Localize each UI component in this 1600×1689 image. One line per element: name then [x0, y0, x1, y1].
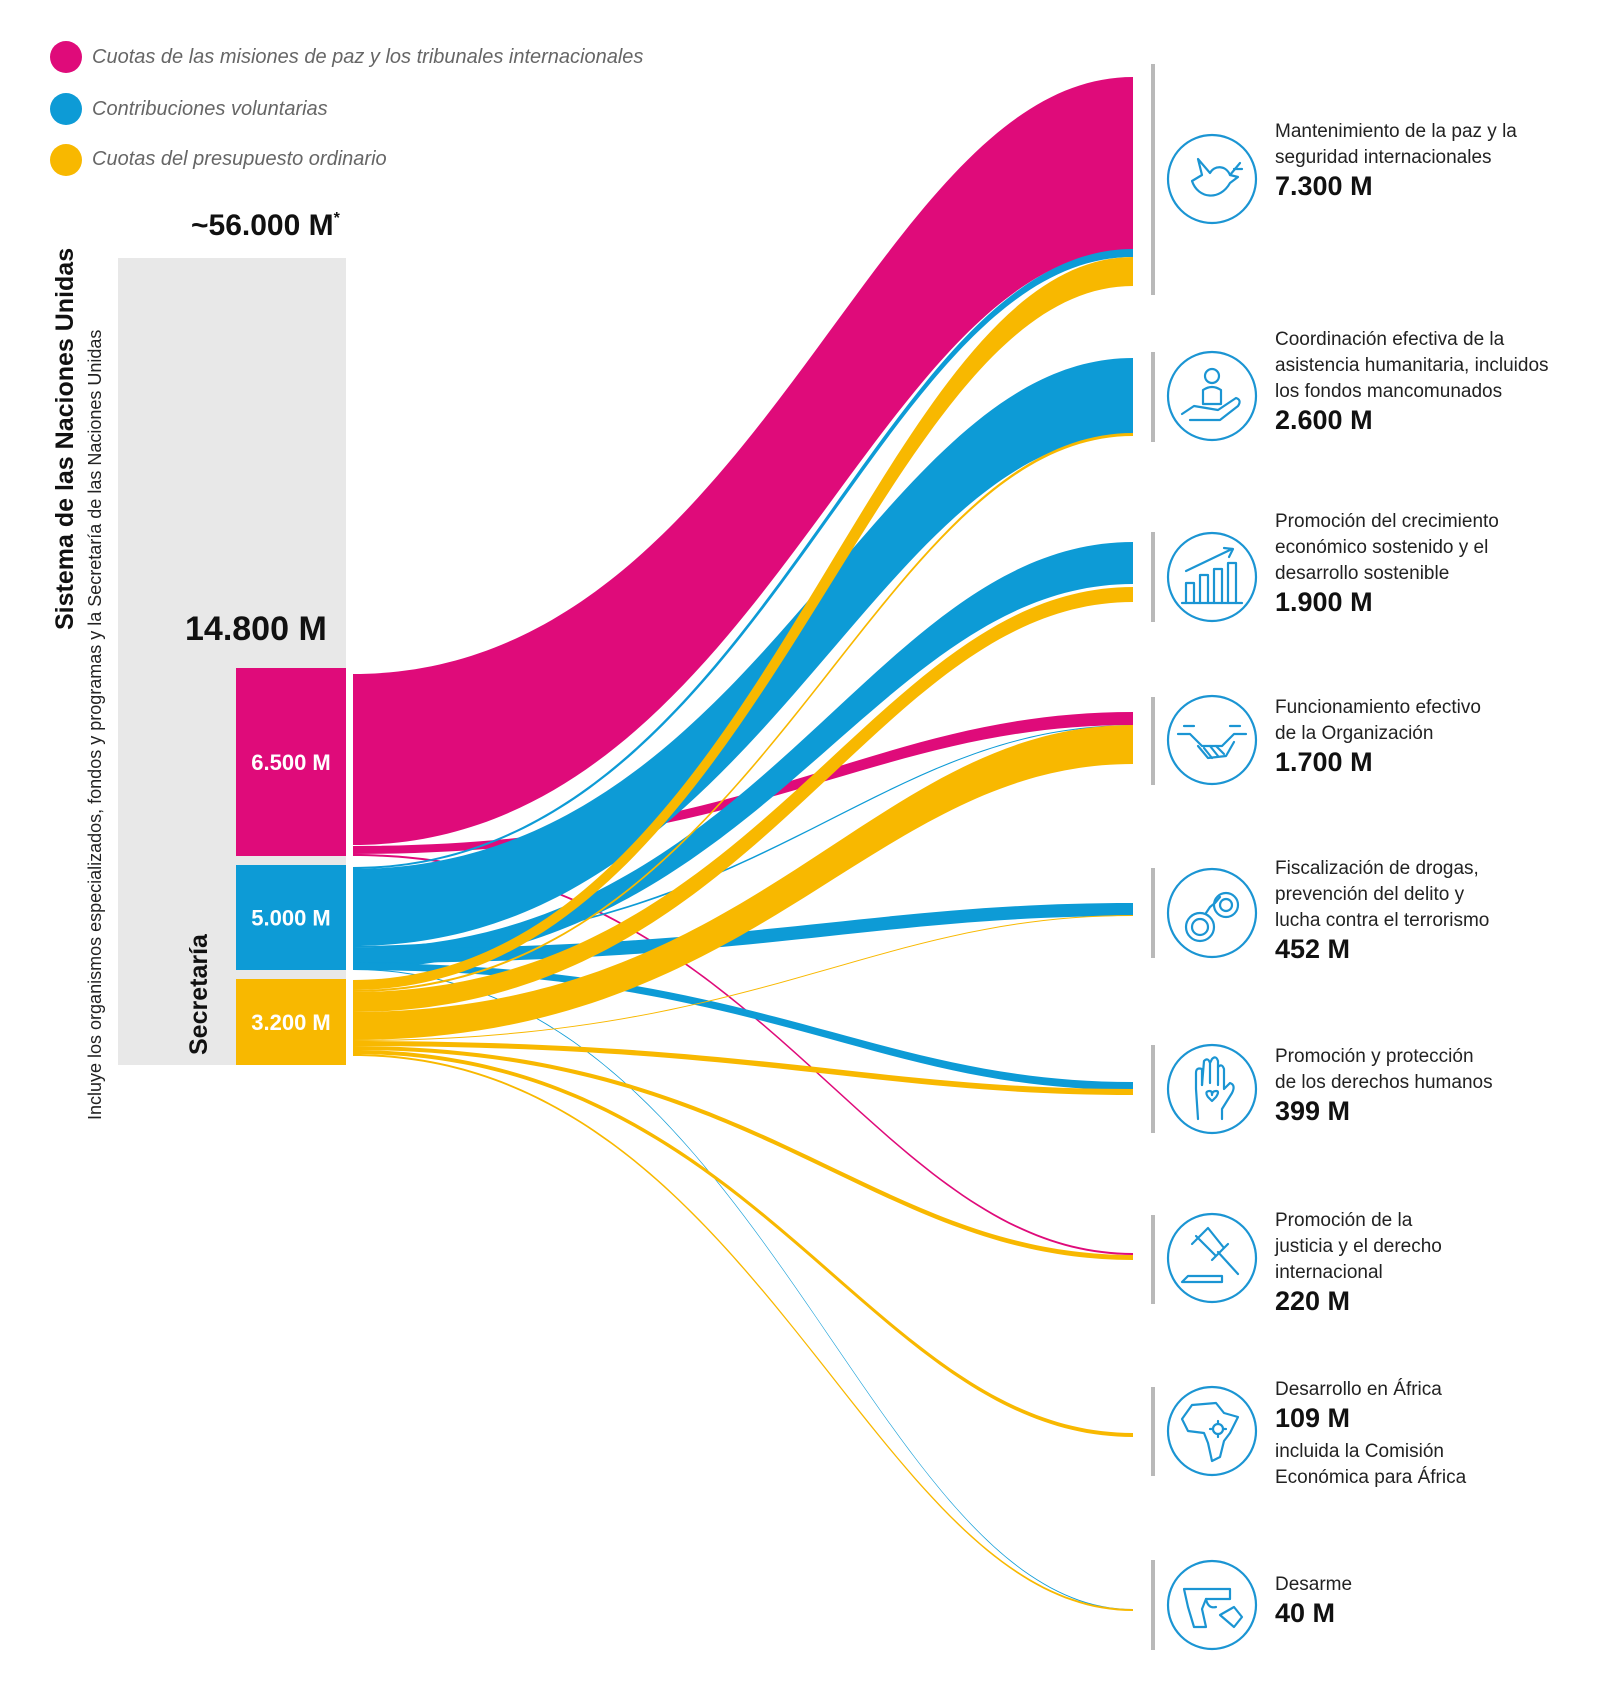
destination-3: Funcionamiento efectivo de la Organizació… [1151, 694, 1481, 786]
flow-gold-disarmament [353, 1054, 1133, 1611]
destination-text: los fondos mancomunados [1275, 381, 1502, 402]
pistol-icon [1166, 1559, 1258, 1651]
legend-swatch-voluntary [50, 93, 82, 125]
destination-text: asistencia humanitaria, incluidos [1275, 355, 1549, 376]
secretariat-segments: 6.500 M 5.000 M 3.200 M [236, 668, 346, 1065]
destination-text: Coordinación efectiva de la [1275, 329, 1505, 350]
flow-gold-management [353, 725, 1133, 1040]
destination-text: lucha contra el terrorismo [1275, 910, 1489, 931]
destination-text: desarrollo sostenible [1275, 563, 1449, 584]
system-total: ~56.000 M* [191, 209, 341, 242]
destination-text: económico sostenido y el [1275, 537, 1488, 558]
destination-text: Mantenimiento de la paz y la [1275, 121, 1517, 142]
destination-2: Promoción del crecimiento económico soste… [1151, 511, 1499, 623]
helping-hand-icon [1166, 350, 1258, 442]
secretariat-total: 14.800 M [185, 610, 327, 648]
legend-label-voluntary: Contribuciones voluntarias [92, 98, 328, 120]
destination-bar [1151, 1045, 1155, 1133]
destination-text: Funcionamiento efectivo [1275, 697, 1481, 718]
system-title: Sistema de las Naciones Unidas [51, 248, 79, 630]
destination-7: Desarrollo en África 109 M incluida la Com… [1151, 1379, 1467, 1488]
destination-6: Promoción de la justicia y el derecho inte… [1151, 1210, 1442, 1316]
destination-text: prevención del delito y [1275, 884, 1465, 905]
destination-bar [1151, 697, 1155, 785]
handcuffs-icon [1166, 867, 1258, 959]
destination-text: justicia y el derecho [1274, 1236, 1442, 1257]
flow-blue-development [353, 542, 1133, 968]
destination-text: internacional [1275, 1262, 1383, 1283]
africa-icon [1166, 1385, 1258, 1477]
gavel-icon [1166, 1212, 1258, 1304]
destination-bar [1151, 352, 1155, 442]
segment-label-0: 6.500 M [251, 750, 331, 775]
secretariat-title: Secretaría [185, 933, 213, 1055]
growth-chart-icon [1166, 531, 1258, 623]
destination-amount: 1.700 M [1275, 747, 1373, 777]
destination-bar [1151, 532, 1155, 622]
segment-label-2: 3.200 M [251, 1010, 331, 1035]
destination-amount: 40 M [1275, 1598, 1335, 1628]
destination-5: Promoción y protección de los derechos hu… [1151, 1043, 1493, 1135]
legend-label-peacekeeping: Cuotas de las misiones de paz y los trib… [92, 46, 643, 68]
destination-bar [1151, 1560, 1155, 1650]
destination-text: Promoción del crecimiento [1275, 511, 1499, 532]
destination-amount: 399 M [1275, 1096, 1350, 1126]
destination-amount: 2.600 M [1275, 405, 1373, 435]
secretariat-segment-0 [236, 668, 346, 856]
legend-label-regular: Cuotas del presupuesto ordinario [92, 148, 387, 170]
legend: Cuotas de las misiones de paz y los trib… [50, 41, 643, 176]
secretariat-segment-2 [236, 979, 346, 1065]
destination-text: seguridad internacionales [1275, 147, 1492, 168]
system-block: ~56.000 M* Sistema de las Naciones Unida… [51, 209, 346, 1120]
secretariat-block: 14.800 M Secretaría 6.500 M 5.000 M 3.200 … [185, 610, 346, 1065]
segment-label-1: 5.000 M [251, 906, 331, 931]
destination-amount: 109 M [1275, 1403, 1350, 1433]
destination-bar [1151, 64, 1155, 295]
destination-bar [1151, 1215, 1155, 1304]
flow-pink-peace [353, 77, 1133, 845]
destination-text: de los derechos humanos [1275, 1072, 1493, 1093]
destinations: Mantenimiento de la paz y la seguridad in… [1151, 64, 1549, 1651]
destination-amount: 220 M [1275, 1286, 1350, 1316]
destination-bar [1151, 1387, 1155, 1476]
destination-amount: 452 M [1275, 934, 1350, 964]
destination-bar [1151, 868, 1155, 958]
destination-0: Mantenimiento de la paz y la seguridad in… [1151, 64, 1517, 295]
legend-swatch-regular [50, 144, 82, 176]
destination-text: Promoción y protección [1275, 1046, 1474, 1067]
destination-amount: 1.900 M [1275, 587, 1373, 617]
dove-icon [1166, 133, 1258, 225]
destination-1: Coordinación efectiva de la asistencia hu… [1151, 329, 1549, 442]
destination-text: Fiscalización de drogas, [1275, 858, 1479, 879]
flow-blue-humanitarian [353, 358, 1133, 946]
flow-gold-rights [353, 1041, 1133, 1095]
flow-pink-management [353, 712, 1133, 854]
legend-swatch-peacekeeping [50, 41, 82, 73]
flows [353, 77, 1133, 1611]
destination-amount: 7.300 M [1275, 171, 1373, 201]
destination-4: Fiscalización de drogas, prevención del d… [1151, 858, 1489, 964]
destination-subtext: Económica para África [1275, 1467, 1467, 1488]
destination-text: de la Organización [1275, 723, 1433, 744]
destination-text: Desarrollo en África [1275, 1379, 1442, 1400]
handshake-icon [1166, 694, 1258, 786]
destination-8: Desarme 40 M [1151, 1559, 1352, 1651]
secretariat-segment-1 [236, 865, 346, 970]
system-note: Incluye los organismos especializados, f… [85, 330, 105, 1120]
destination-text: Desarme [1275, 1574, 1352, 1595]
destination-subtext: incluida la Comisión [1275, 1441, 1444, 1462]
destination-text: Promoción de la [1275, 1210, 1413, 1231]
raised-hand-icon [1166, 1043, 1258, 1135]
